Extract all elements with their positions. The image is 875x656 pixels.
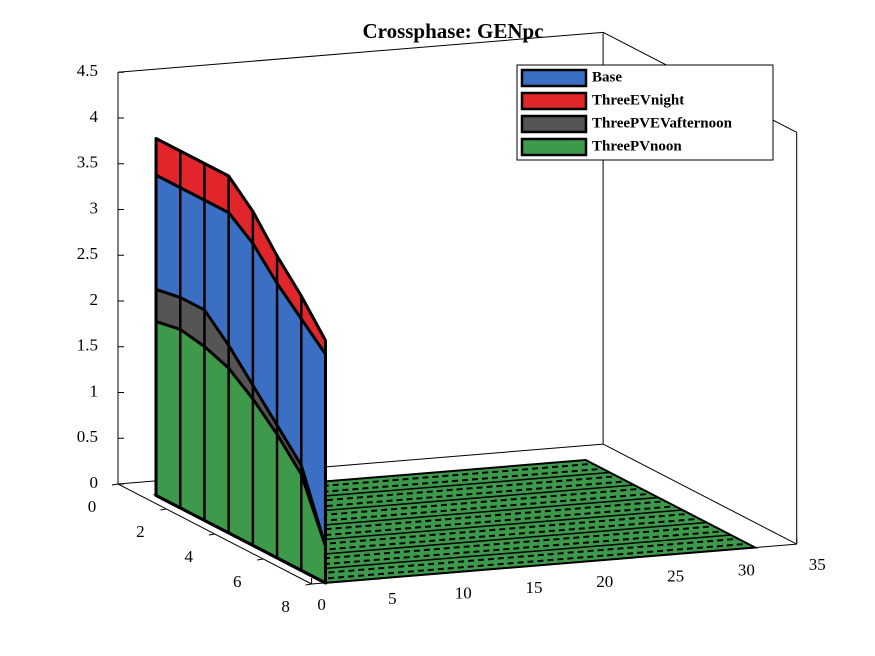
z-tick-label: 2.5 — [77, 244, 98, 263]
z-tick-label: 4 — [90, 107, 99, 126]
y-tick-label: 6 — [233, 572, 242, 591]
legend-swatch — [520, 68, 588, 88]
z-tick-label: 2 — [90, 290, 99, 309]
legend-swatch — [520, 114, 588, 134]
z-tick-label: 3 — [90, 198, 99, 217]
y-tick — [208, 533, 215, 536]
z-tick-label: 0.5 — [77, 427, 98, 446]
floor-line — [325, 546, 756, 584]
y-tick — [111, 483, 119, 486]
x-tick-label: 15 — [526, 578, 543, 597]
z-tick-label: 1.5 — [77, 336, 98, 355]
legend-label: ThreePVEVafternoon — [592, 115, 733, 131]
y-tick — [305, 583, 312, 586]
y-tick — [160, 508, 167, 511]
floor-line — [301, 534, 731, 572]
floor-hatch — [260, 512, 690, 551]
y-tick-label: 4 — [185, 547, 194, 566]
z-tick-label: 0 — [90, 473, 99, 492]
y-tick-label: 0 — [88, 497, 97, 516]
legend-label: Base — [592, 69, 622, 85]
x-tick-label: 5 — [388, 589, 397, 608]
x-tick-label: 25 — [667, 566, 684, 585]
floor-hatch — [318, 542, 748, 581]
x-tick-label: 20 — [596, 572, 613, 591]
legend-swatch — [520, 91, 588, 111]
plot: 0 0.5 1 1.5 2 2.5 3 3.5 4 4.5 0 2 4 6 8 0 5 10 15 20 25 30 35 — [77, 61, 826, 616]
z-tick-label: 1 — [90, 381, 99, 400]
x-tick-label: 10 — [455, 584, 472, 603]
floor-hatch — [293, 530, 724, 568]
z-tick-label: 4.5 — [77, 61, 98, 80]
legend-swatch — [520, 137, 588, 157]
y-tick-label: 2 — [136, 522, 145, 541]
y-tick-label: 8 — [281, 597, 290, 616]
floor-hatch — [269, 517, 700, 556]
legend-label: ThreeEVnight — [592, 92, 684, 108]
floor-line — [276, 521, 707, 559]
floor-hatch — [308, 537, 739, 576]
axis-line — [117, 31, 604, 73]
x-tick-label: 35 — [809, 555, 826, 574]
z-tick-label: 3.5 — [77, 153, 98, 172]
x-tick-label: 0 — [317, 595, 326, 614]
floor-hatch — [284, 525, 715, 563]
axis-line — [602, 443, 797, 545]
chart-title: Crossphase: GENpc — [362, 19, 543, 43]
legend: Base ThreeEVnight ThreePVEVafternoon ThreeP… — [516, 64, 774, 161]
x-tick-label: 30 — [738, 561, 755, 580]
y-tick — [257, 558, 264, 561]
legend-label: ThreePVnoon — [592, 138, 682, 154]
